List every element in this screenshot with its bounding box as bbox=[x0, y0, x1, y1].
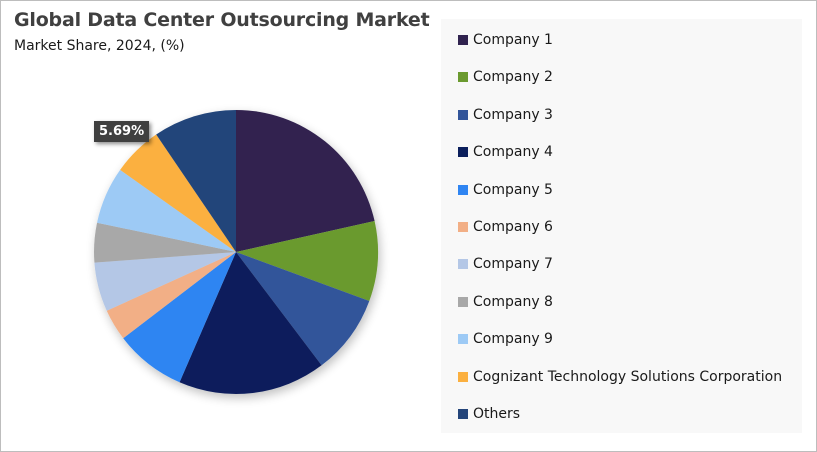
pie-slice-cognizant-technology-solutions-corporation[interactable] bbox=[120, 134, 236, 252]
legend-item-company-6[interactable]: Company 6 bbox=[458, 217, 553, 237]
legend-label: Company 3 bbox=[473, 107, 553, 123]
pie-slice-company-9[interactable] bbox=[97, 169, 236, 252]
legend-swatch-icon bbox=[458, 185, 468, 195]
legend-label: Company 8 bbox=[473, 294, 553, 310]
pie-slice-company-6[interactable] bbox=[106, 252, 236, 339]
pie-chart-svg bbox=[94, 110, 378, 394]
chart-legend: Company 1 Company 2 Company 3 Company 4 … bbox=[441, 19, 802, 433]
legend-item-company-1[interactable]: Company 1 bbox=[458, 30, 553, 50]
pie-slice-company-7[interactable] bbox=[94, 252, 236, 311]
legend-label: Cognizant Technology Solutions Corporati… bbox=[473, 369, 783, 385]
legend-swatch-icon bbox=[458, 409, 468, 419]
legend-item-company-9[interactable]: Company 9 bbox=[458, 329, 553, 349]
legend-swatch-icon bbox=[458, 110, 468, 120]
legend-label: Others bbox=[473, 406, 521, 422]
pie-slice-company-1[interactable] bbox=[236, 110, 375, 252]
legend-item-company-2[interactable]: Company 2 bbox=[458, 67, 553, 87]
legend-label: Company 5 bbox=[473, 182, 553, 198]
legend-item-company-5[interactable]: Company 5 bbox=[458, 180, 553, 200]
legend-label: Company 2 bbox=[473, 69, 553, 85]
legend-label: Company 4 bbox=[473, 144, 553, 160]
legend-item-company-8[interactable]: Company 8 bbox=[458, 292, 553, 312]
pie-chart bbox=[86, 103, 386, 403]
legend-label: Company 9 bbox=[473, 331, 553, 347]
legend-item-company-7[interactable]: Company 7 bbox=[458, 254, 553, 274]
legend-swatch-icon bbox=[458, 334, 468, 344]
legend-swatch-icon bbox=[458, 72, 468, 82]
legend-item-company-4[interactable]: Company 4 bbox=[458, 142, 553, 162]
legend-label: Company 7 bbox=[473, 256, 553, 272]
legend-label: Company 1 bbox=[473, 32, 553, 48]
legend-item-company-3[interactable]: Company 3 bbox=[458, 105, 553, 125]
cognizant-share-label: 5.69% bbox=[94, 121, 150, 142]
pie-slice-others[interactable] bbox=[156, 110, 236, 252]
pie-slice-company-8[interactable] bbox=[94, 222, 236, 263]
pie-slice-company-5[interactable] bbox=[123, 252, 236, 383]
legend-swatch-icon bbox=[458, 222, 468, 232]
chart-title: Global Data Center Outsourcing Market bbox=[14, 9, 430, 31]
legend-item-others[interactable]: Others bbox=[458, 404, 520, 424]
legend-swatch-icon bbox=[458, 259, 468, 269]
pie-slice-company-4[interactable] bbox=[179, 252, 322, 394]
chart-subtitle: Market Share, 2024, (%) bbox=[14, 38, 185, 54]
legend-swatch-icon bbox=[458, 147, 468, 157]
legend-swatch-icon bbox=[458, 297, 468, 307]
legend-item-cognizant[interactable]: Cognizant Technology Solutions Corporati… bbox=[458, 367, 782, 387]
legend-swatch-icon bbox=[458, 35, 468, 45]
pie-slice-company-3[interactable] bbox=[236, 252, 370, 366]
legend-swatch-icon bbox=[458, 372, 468, 382]
legend-label: Company 6 bbox=[473, 219, 553, 235]
pie-slice-company-2[interactable] bbox=[236, 221, 378, 301]
